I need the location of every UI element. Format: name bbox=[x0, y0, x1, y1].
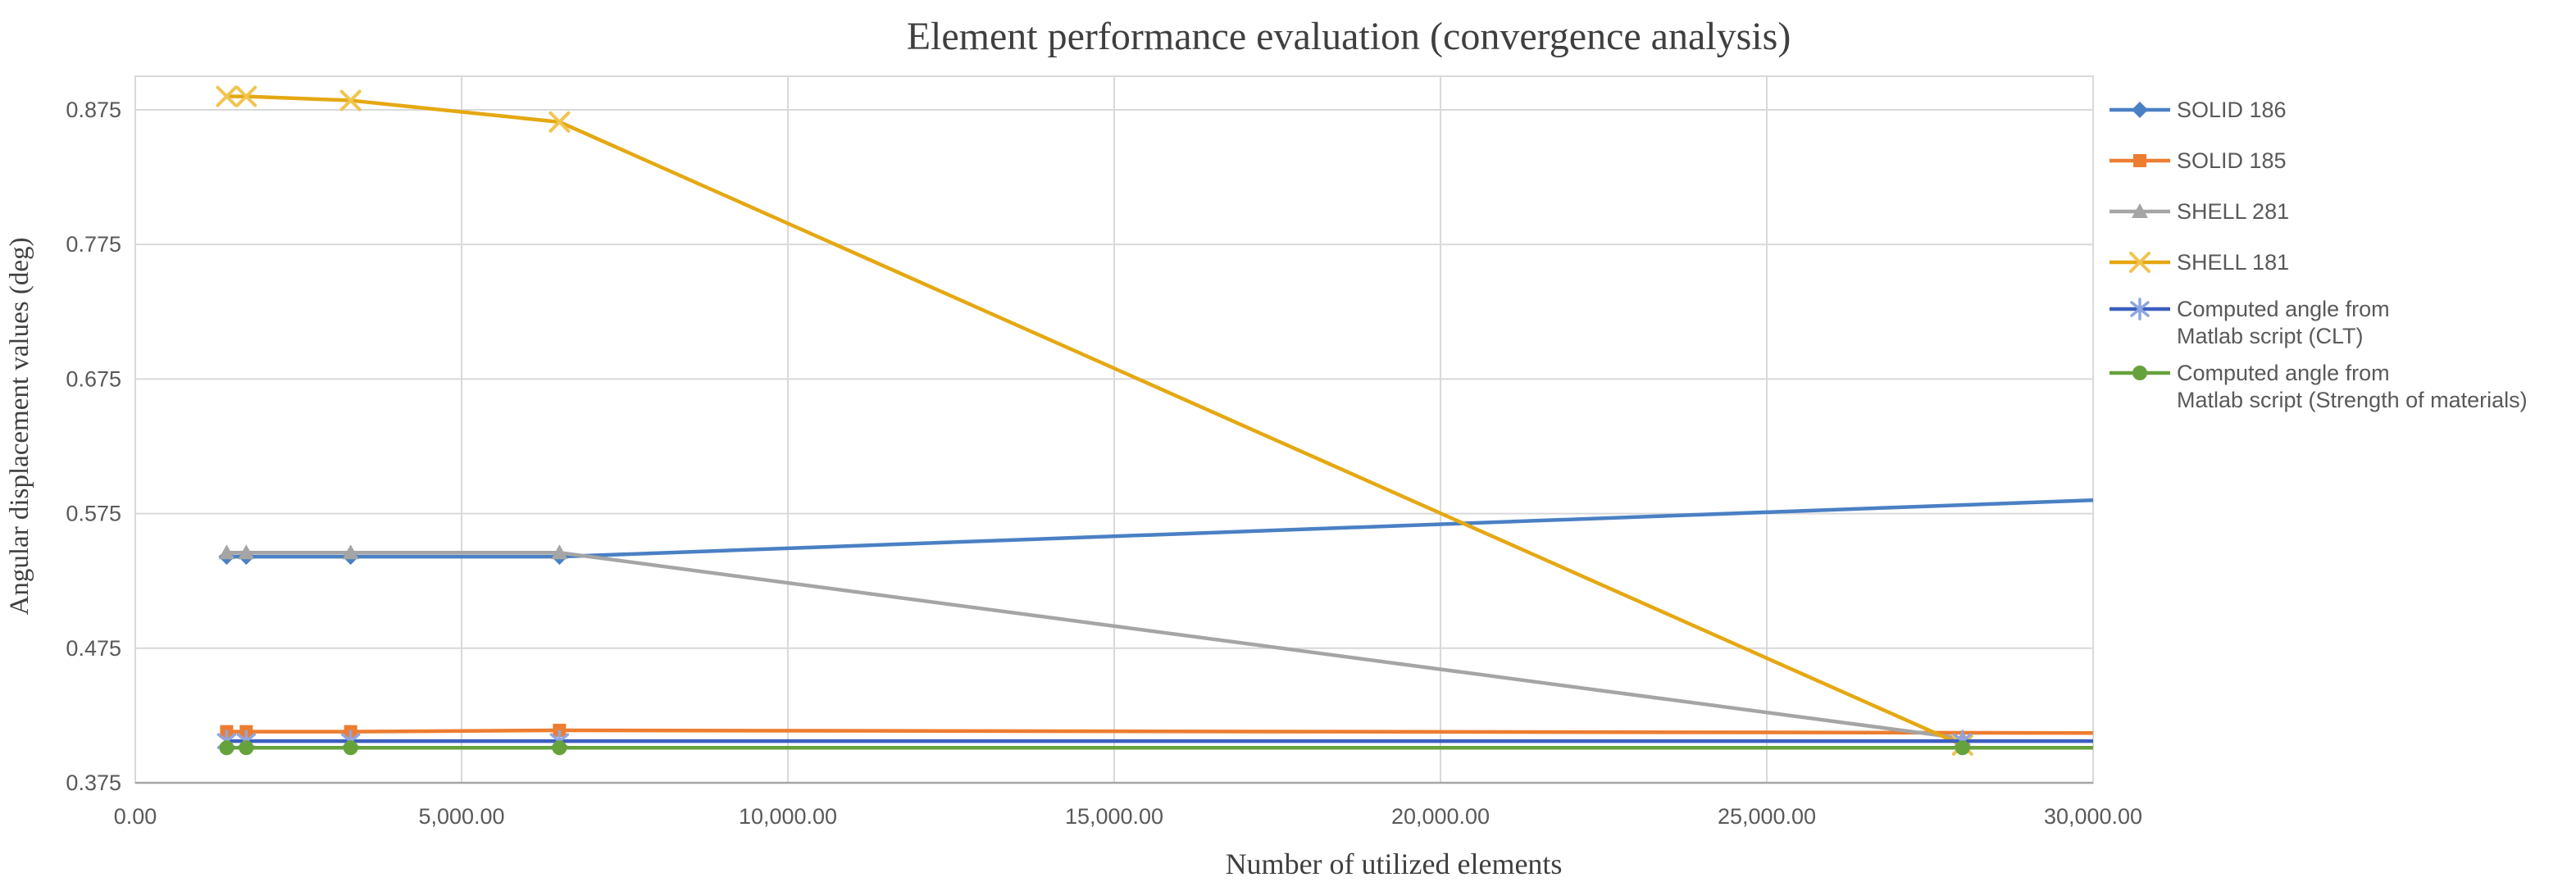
legend-marker bbox=[2132, 366, 2147, 380]
x-tick-label: 10,000.00 bbox=[739, 804, 837, 829]
x-tick-label: 5,000.00 bbox=[418, 804, 504, 829]
legend-label: Computed angle from bbox=[2177, 361, 2390, 385]
computed-angle-from-matlab-script-strength-of-materials-marker bbox=[552, 740, 567, 756]
computed-angle-from-matlab-script-strength-of-materials-marker bbox=[219, 740, 234, 756]
legend-item: SOLID 185 bbox=[2109, 148, 2287, 173]
legend-item: Computed angle from Matlab script (Streng… bbox=[2109, 361, 2528, 412]
legend-marker bbox=[2129, 252, 2150, 273]
legend-label: SHELL 181 bbox=[2177, 250, 2289, 275]
chart-title: Element performance evaluation (converge… bbox=[907, 15, 1791, 58]
legend-item: SHELL 281 bbox=[2109, 199, 2289, 224]
legend-label: Computed angle from bbox=[2177, 297, 2390, 321]
computed-angle-from-matlab-script-strength-of-materials-marker bbox=[1955, 740, 1970, 756]
x-axis-title: Number of utilized elements bbox=[1226, 848, 1563, 880]
shell-181-marker bbox=[235, 85, 257, 107]
y-axis-tick-labels: 0.375 0.475 0.575 0.675 0.775 0.875 bbox=[66, 98, 121, 795]
computed-angle-from-matlab-script-strength-of-materials-marker bbox=[343, 740, 358, 756]
x-tick-label: 20,000.00 bbox=[1391, 804, 1490, 829]
y-tick-label: 0.675 bbox=[66, 366, 121, 391]
legend-marker bbox=[2130, 298, 2150, 320]
legend-label: Matlab script (Strength of materials) bbox=[2177, 388, 2528, 412]
shell-281-marker bbox=[342, 544, 359, 560]
shell-181-marker bbox=[216, 85, 238, 107]
series-line-solid-185 bbox=[226, 728, 2094, 735]
series-line-shell-281 bbox=[226, 550, 1964, 741]
y-tick-label: 0.575 bbox=[66, 502, 121, 526]
legend: SOLID 186 SOLID 185 SHELL 281 SHELL 181 Comp… bbox=[2109, 98, 2528, 412]
shell-281-marker bbox=[551, 544, 568, 560]
series-solid-185 bbox=[220, 723, 2094, 739]
legend-item: SOLID 186 bbox=[2109, 98, 2287, 122]
legend-label: Matlab script (CLT) bbox=[2177, 324, 2364, 348]
legend-item: SHELL 181 bbox=[2109, 250, 2289, 275]
legend-label: SOLID 185 bbox=[2177, 148, 2287, 173]
gridlines bbox=[134, 75, 2094, 784]
y-axis-title: Angular displacement values (deg) bbox=[5, 238, 34, 616]
x-tick-label: 0.00 bbox=[114, 804, 157, 829]
series-line-solid-186 bbox=[226, 498, 2094, 559]
x-tick-label: 25,000.00 bbox=[1718, 804, 1816, 829]
y-tick-label: 0.375 bbox=[66, 771, 121, 795]
shell-181-marker bbox=[339, 89, 362, 111]
series-computed-angle-from-matlab-script-strength-of-materials bbox=[219, 740, 2093, 756]
series-layer bbox=[216, 85, 2094, 757]
legend-label: SHELL 281 bbox=[2177, 199, 2289, 224]
series-shell-181 bbox=[216, 85, 1973, 757]
y-tick-label: 0.875 bbox=[66, 98, 121, 122]
series-solid-186 bbox=[218, 498, 2094, 566]
legend-item: Computed angle from Matlab script (CLT) bbox=[2109, 297, 2390, 348]
y-tick-label: 0.775 bbox=[66, 232, 121, 257]
legend-marker bbox=[2132, 102, 2148, 118]
legend-label: SOLID 186 bbox=[2177, 98, 2287, 122]
legend-marker bbox=[2132, 203, 2148, 218]
shell-281-marker bbox=[218, 544, 235, 560]
legend-marker bbox=[2133, 154, 2146, 167]
shell-281-marker bbox=[238, 544, 255, 560]
series-shell-281 bbox=[218, 544, 1971, 745]
computed-angle-from-matlab-script-strength-of-materials-marker bbox=[239, 740, 254, 756]
y-tick-label: 0.475 bbox=[66, 636, 121, 661]
x-tick-label: 30,000.00 bbox=[2044, 804, 2142, 829]
x-tick-label: 15,000.00 bbox=[1065, 804, 1163, 829]
shell-181-marker bbox=[548, 111, 571, 133]
x-axis-tick-labels: 0.00 5,000.00 10,000.00 15,000.00 20,000.00 2… bbox=[114, 804, 2142, 829]
